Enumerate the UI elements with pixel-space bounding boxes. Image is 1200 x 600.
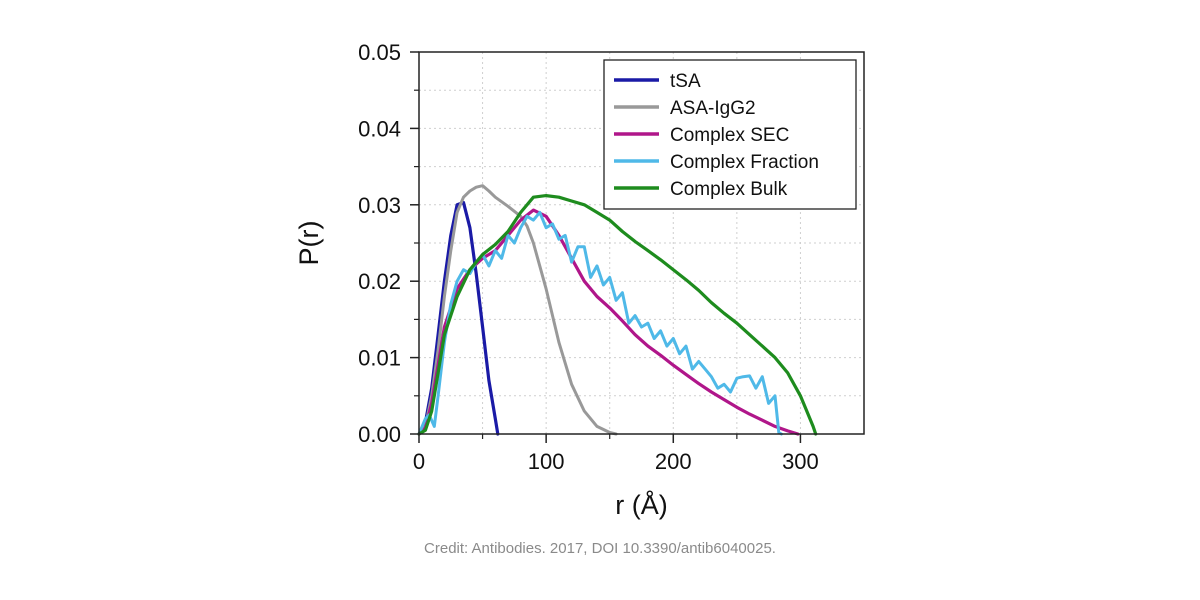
- x-tick-label: 200: [655, 449, 692, 474]
- x-axis-label: r (Å): [615, 489, 667, 520]
- y-tick-label: 0.05: [358, 40, 401, 65]
- legend-label: tSA: [670, 71, 701, 92]
- y-tick-label: 0.03: [358, 193, 401, 218]
- series-line-complex-sec: [417, 208, 800, 436]
- y-axis-label: P(r): [294, 221, 324, 266]
- y-tick-label: 0.00: [358, 422, 401, 447]
- legend-label: ASA-IgG2: [670, 98, 756, 119]
- y-tick-label: 0.01: [358, 346, 401, 371]
- series-line-complex-bulk: [417, 194, 818, 436]
- legend-label: Complex SEC: [670, 125, 789, 146]
- legend-label: Complex Bulk: [670, 179, 788, 200]
- y-tick-label: 0.04: [358, 116, 401, 141]
- legend-label: Complex Fraction: [670, 152, 819, 173]
- legend: tSA ASA-IgG2 Complex SEC Complex Fraction Co…: [603, 59, 857, 210]
- series-line-asa-igg2: [417, 184, 618, 436]
- credit-caption: Credit: Antibodies. 2017, DOI 10.3390/an…: [424, 540, 776, 557]
- x-tick-label: 100: [528, 449, 565, 474]
- x-tick-label: 300: [782, 449, 819, 474]
- x-tick-label: 0: [413, 449, 425, 474]
- series-lines: [417, 184, 818, 436]
- axis-ticks: 0 100 200 300 0.00 0.01 0.02 0.03 0.04 0.05: [358, 40, 819, 474]
- y-tick-label: 0.02: [358, 269, 401, 294]
